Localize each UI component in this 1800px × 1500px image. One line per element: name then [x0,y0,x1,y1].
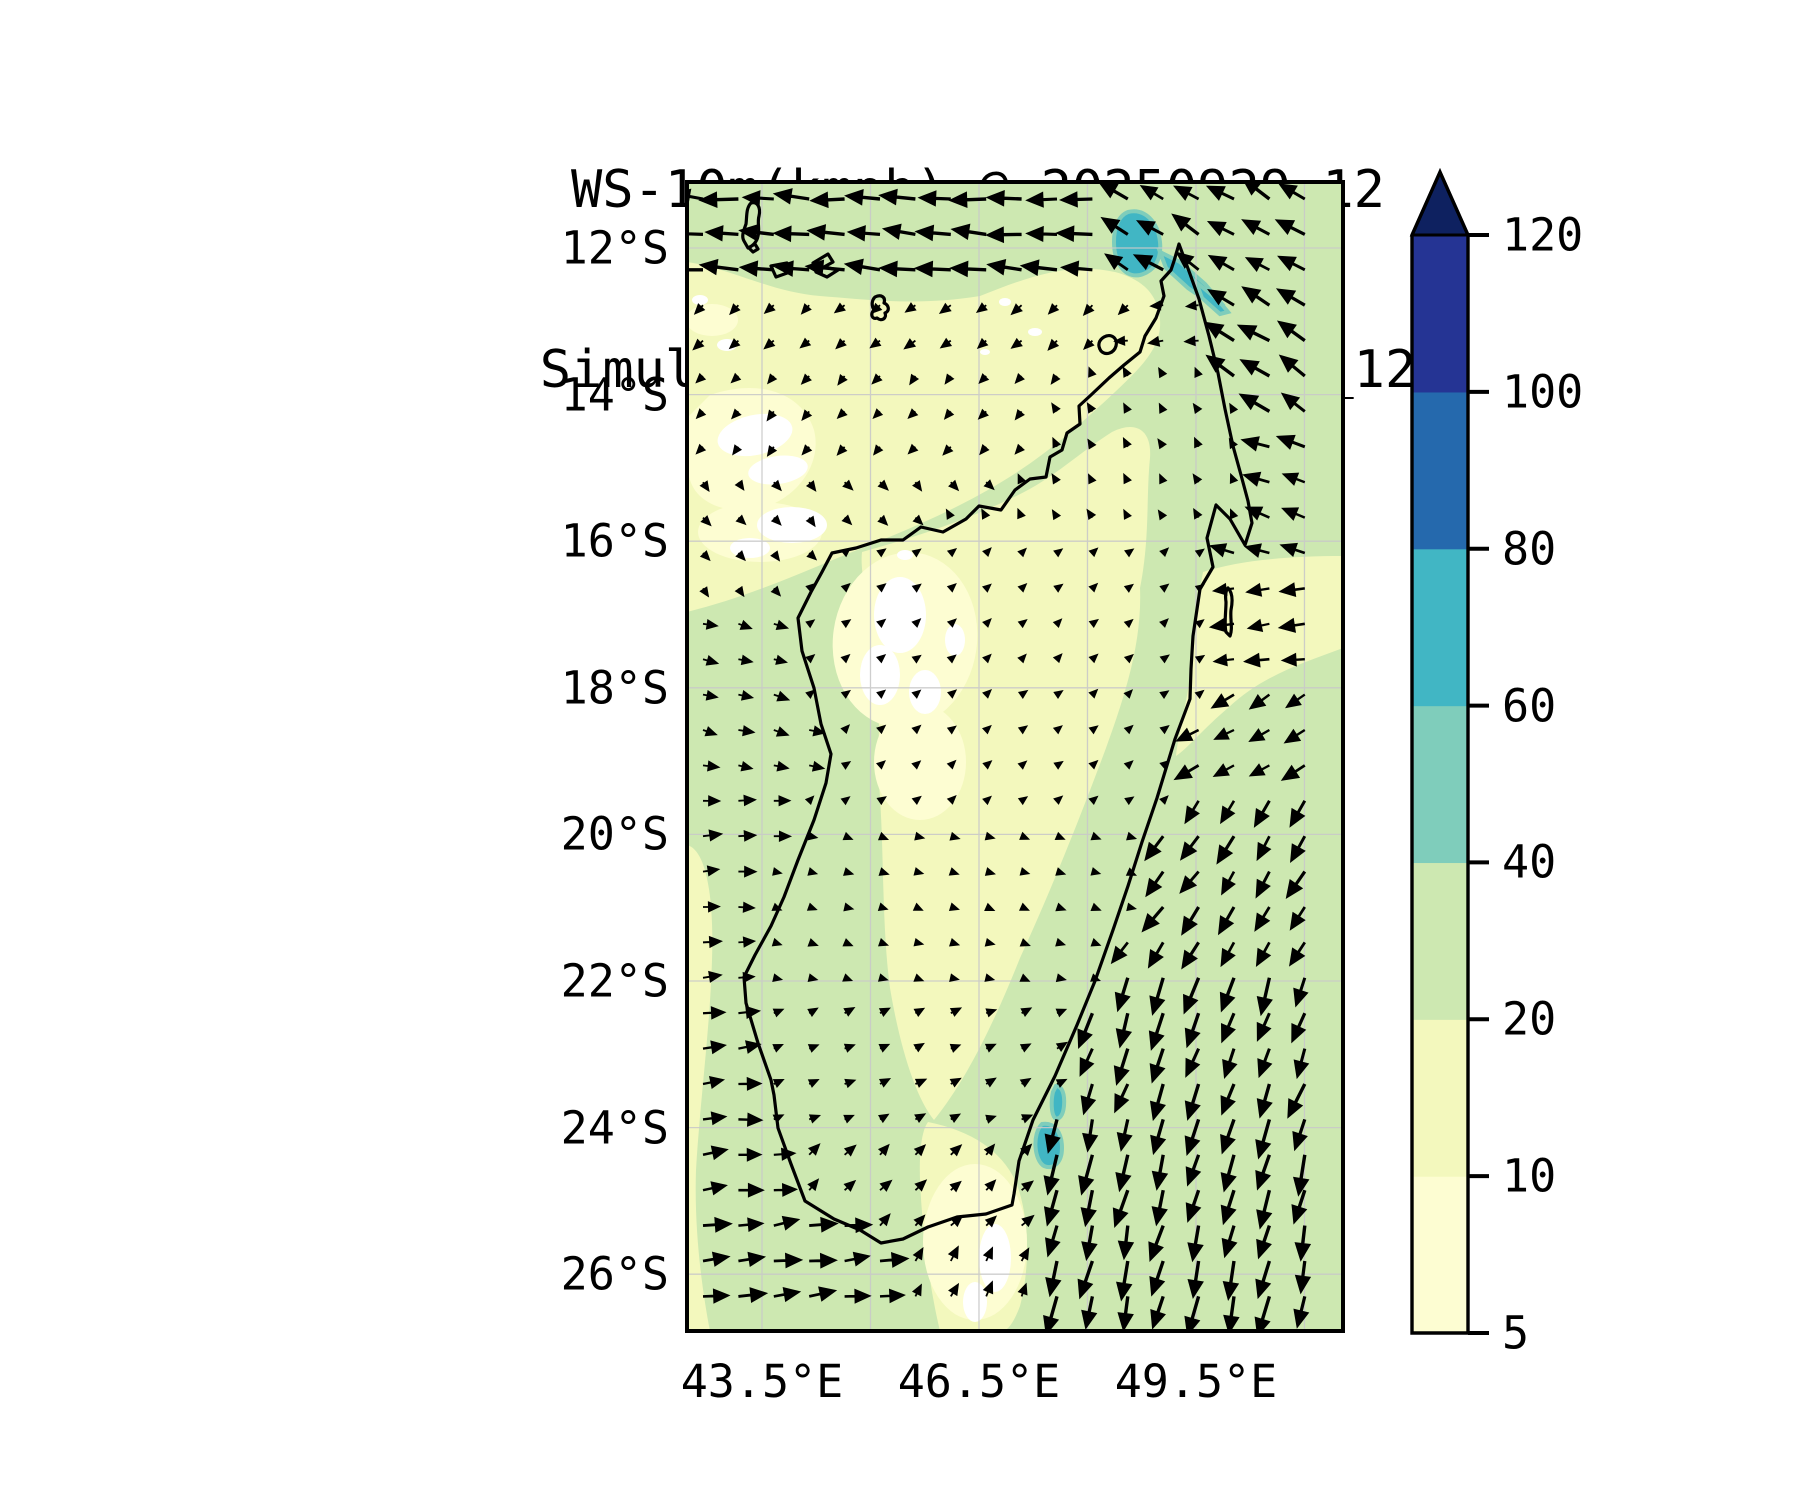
colorbar-tick-label: 10 [1502,1149,1557,1203]
map-area [687,182,1343,1331]
colorbar-tick-label: 80 [1502,522,1557,576]
gridlines [687,182,1343,1331]
y-axis-tick-label: 20°S [560,807,669,861]
colorbar-tick-label: 100 [1502,365,1584,419]
y-axis-tick-label: 14°S [560,368,669,422]
y-axis-tick-label: 24°S [560,1101,669,1155]
coastline-island [1097,334,1118,356]
colorbar-tick-label: 60 [1502,679,1557,733]
map-frame [685,180,1345,1333]
x-axis-tick-label: 43.5°E [680,1355,844,1408]
y-axis-tick-label: 18°S [560,661,669,715]
colorbar [1409,167,1489,1335]
wind-quiver-field [687,182,1312,1331]
x-axis-tick-label: 49.5°E [1114,1355,1278,1408]
colorbar-extend-arrow [1409,168,1471,237]
coastline-island [1223,586,1234,638]
y-axis-tick-label: 22°S [560,954,669,1008]
colorbar-tick-label: 5 [1502,1306,1530,1360]
y-axis-tick-label: 16°S [560,514,669,568]
coastline-island [741,201,762,254]
colorbar-tick-label: 120 [1502,208,1584,262]
x-axis-tick-label: 46.5°E [897,1355,1061,1408]
y-axis-tick-label: 26°S [560,1247,669,1301]
colorbar-tick-label: 40 [1502,835,1557,889]
y-axis-tick-label: 12°S [560,221,669,275]
high-wind-patch [1049,1083,1067,1121]
colorbar-tick-label: 20 [1502,992,1557,1046]
